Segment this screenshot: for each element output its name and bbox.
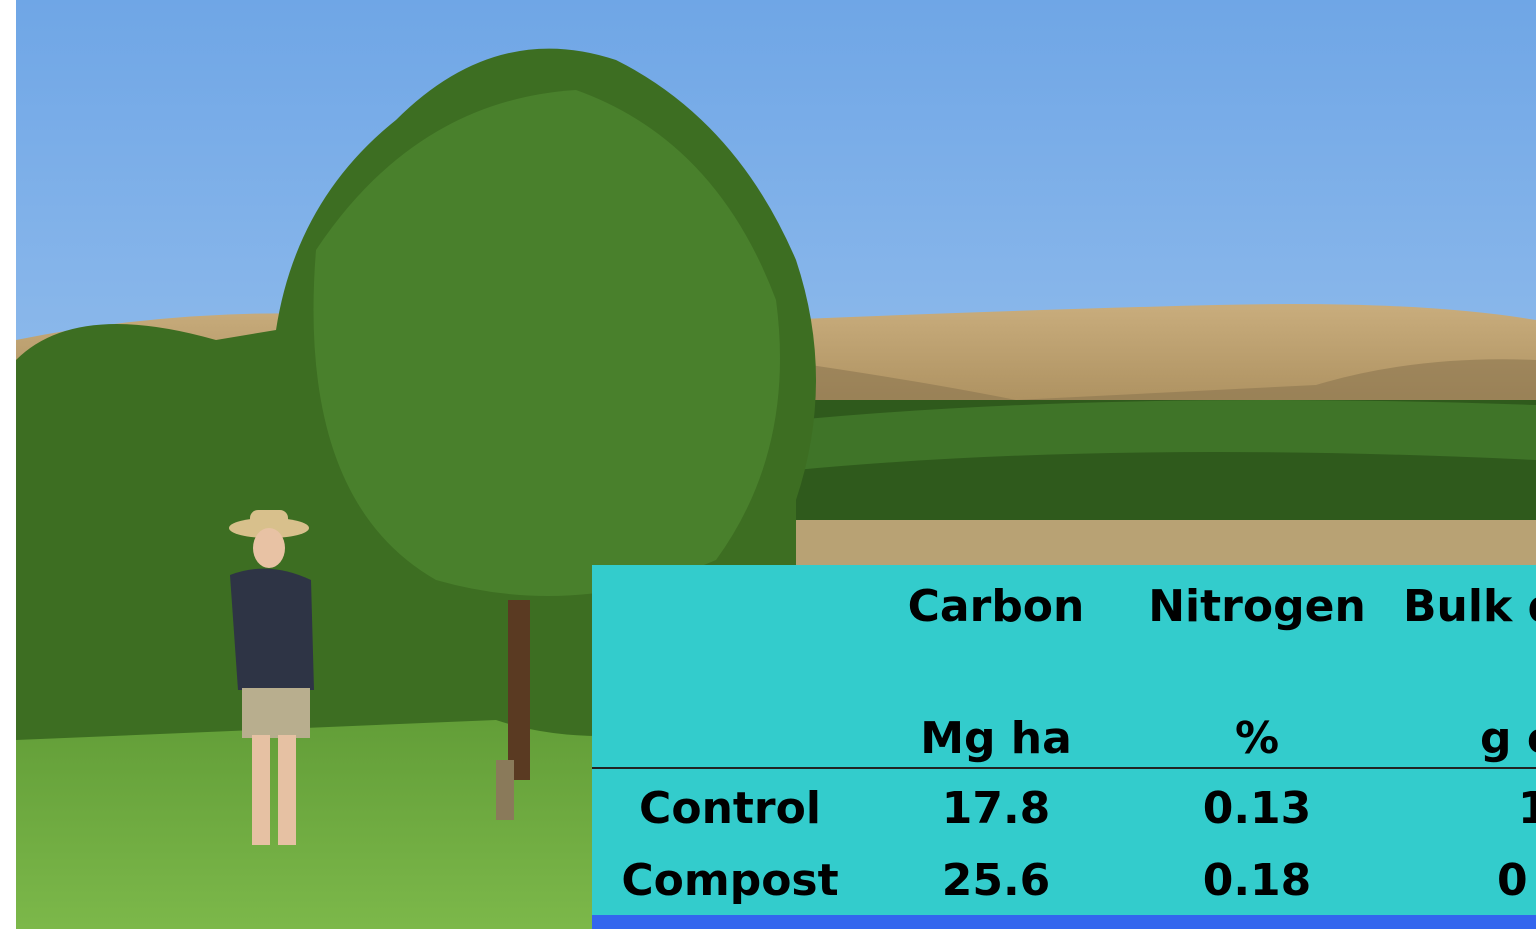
- cell-value: 25.6: [942, 859, 1051, 903]
- cell-value: 1: [1518, 787, 1536, 831]
- column-header: Bulk d: [1403, 585, 1536, 629]
- cell-value: 0.13: [1203, 787, 1312, 831]
- unit-label: %: [1235, 717, 1279, 761]
- unit-label: Mg ha: [920, 717, 1072, 761]
- cell-value: 0: [1497, 859, 1528, 903]
- row-label: Control: [639, 787, 821, 831]
- data-table: Carbon Nitrogen Bulk d Mg ha% g c Control 17.8…: [592, 565, 1536, 929]
- table-band: [592, 915, 1536, 929]
- cell-value: 17.8: [942, 787, 1051, 831]
- unit-label: g c: [1480, 717, 1536, 761]
- column-header: Carbon: [908, 585, 1085, 629]
- slide: Carbon Nitrogen Bulk d Mg ha% g c Control 17.8…: [0, 0, 1536, 929]
- header-rule: [592, 767, 1536, 769]
- row-label: Compost: [621, 859, 838, 903]
- cell-value: 0.18: [1203, 859, 1312, 903]
- column-header: Nitrogen: [1148, 585, 1366, 629]
